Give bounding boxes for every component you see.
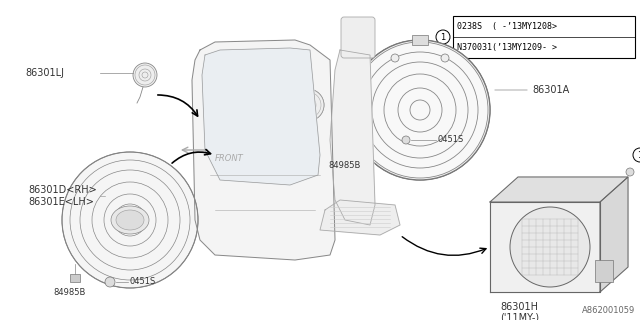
Text: 1: 1 [637,150,640,159]
Text: ('11MY-): ('11MY-) [500,313,539,320]
Bar [412,35,428,45]
Bar [355,142,365,150]
Text: N370031(’13MY1209- >: N370031(’13MY1209- > [457,43,557,52]
Circle shape [292,89,324,121]
Polygon shape [490,177,628,202]
Bar [453,16,635,58]
Circle shape [626,168,634,176]
Polygon shape [330,50,375,225]
Circle shape [402,136,410,144]
Bar [70,274,80,282]
Polygon shape [600,177,628,292]
Circle shape [391,54,399,62]
Circle shape [350,40,490,180]
Polygon shape [490,202,600,292]
Text: 0451S: 0451S [438,135,464,145]
Text: 0238S  ( -’13MY1208>: 0238S ( -’13MY1208> [457,22,557,31]
Circle shape [218,123,262,167]
Text: 84985B: 84985B [54,288,86,297]
Bar [270,137,305,145]
FancyBboxPatch shape [341,17,375,58]
Circle shape [441,54,449,62]
Circle shape [105,277,115,287]
Circle shape [510,207,590,287]
Text: A862001059: A862001059 [582,306,635,315]
Circle shape [133,63,157,87]
Text: 84985B: 84985B [329,161,361,170]
Text: 86301H: 86301H [500,302,538,312]
Bar [595,260,613,282]
Ellipse shape [111,206,149,234]
Text: 86301A: 86301A [532,85,569,95]
Text: 86301E<LH>: 86301E<LH> [28,197,94,207]
Text: 86301LJ: 86301LJ [25,68,64,78]
Text: 0451S: 0451S [130,277,156,286]
Text: FRONT: FRONT [215,154,244,163]
Circle shape [62,152,198,288]
Polygon shape [192,40,335,260]
Text: 86301D<RH>: 86301D<RH> [28,185,97,195]
Polygon shape [320,200,400,235]
Ellipse shape [116,210,144,230]
Text: 1: 1 [440,33,445,42]
Polygon shape [202,48,320,185]
